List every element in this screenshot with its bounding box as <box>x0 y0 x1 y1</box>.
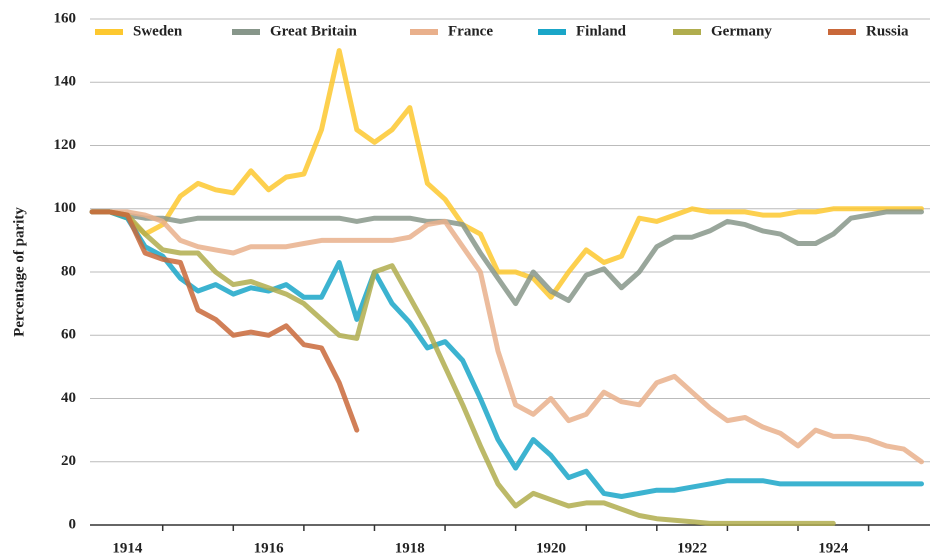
legend-swatch <box>95 29 123 35</box>
x-tick-label: 1918 <box>395 540 425 556</box>
y-tick-label: 80 <box>61 263 76 279</box>
x-tick-label: 1920 <box>536 540 566 556</box>
series-line <box>89 209 924 307</box>
legend-label: Sweden <box>133 23 183 39</box>
series-line <box>89 48 924 300</box>
y-tick-label: 60 <box>61 327 76 343</box>
x-tick-label: 1922 <box>677 540 707 556</box>
x-tick-label: 1914 <box>112 540 143 556</box>
legend-swatch <box>232 29 260 35</box>
y-tick-label: 100 <box>54 200 77 216</box>
series-line <box>89 209 924 499</box>
legend-label: Great Britain <box>270 23 357 39</box>
legend-label: Germany <box>711 23 772 39</box>
y-tick-label: 20 <box>61 453 76 469</box>
series-line <box>89 209 836 526</box>
legend-label: France <box>448 23 493 39</box>
y-axis-label: Percentage of parity <box>11 207 27 337</box>
series-line <box>89 209 360 433</box>
legend-swatch <box>673 29 701 35</box>
y-tick-label: 40 <box>61 390 76 406</box>
legend-swatch <box>828 29 856 35</box>
x-tick-label: 1916 <box>254 540 285 556</box>
legend-label: Finland <box>576 23 627 39</box>
legend-swatch <box>410 29 438 35</box>
legend-swatch <box>538 29 566 35</box>
y-tick-label: 0 <box>69 516 77 532</box>
legend-label: Russia <box>866 23 909 39</box>
y-tick-label: 140 <box>54 74 77 90</box>
series-line <box>89 209 924 465</box>
y-tick-label: 120 <box>54 137 77 153</box>
x-tick-label: 1924 <box>818 540 849 556</box>
y-tick-label: 160 <box>54 10 77 26</box>
